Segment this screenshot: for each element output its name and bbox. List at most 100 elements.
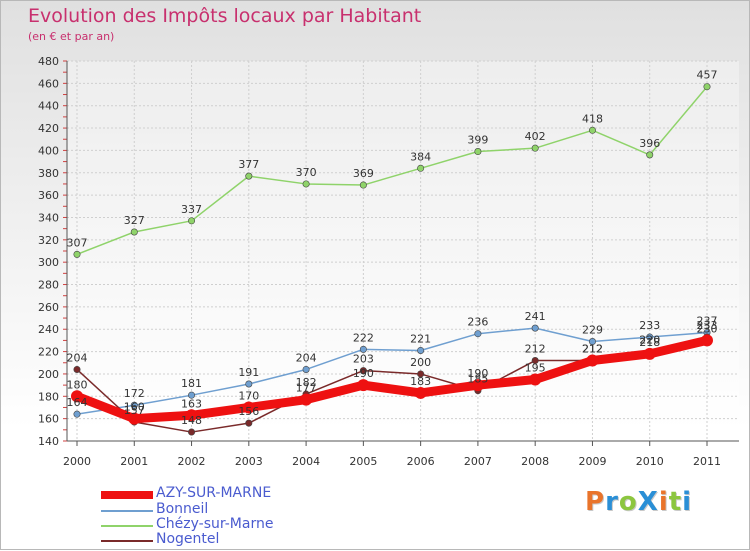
axes: 140 160 180 200 220 240 260 280 300 320 340 360 380 4… <box>38 55 739 468</box>
point-bonneil-2004 <box>302 365 310 373</box>
y-tick-label-240: 240 <box>38 323 59 336</box>
point-bonneil-2009 <box>588 338 596 346</box>
data-label-azy-sur-marne-2003: 170 <box>238 389 259 402</box>
y-tick-label-320: 320 <box>38 234 59 247</box>
data-label-azy-sur-marne-2006: 183 <box>410 375 431 388</box>
data-label-chezy-sur-marne-2009: 418 <box>582 112 603 125</box>
y-tick-label-380: 380 <box>38 167 59 180</box>
y-tick-label-180: 180 <box>38 390 59 403</box>
y-tick-label-140: 140 <box>38 435 59 448</box>
proxiti-logo: ProXiti <box>585 487 692 517</box>
point-chezy-sur-marne-2007 <box>474 148 482 156</box>
data-label-chezy-sur-marne-2002: 337 <box>181 203 202 216</box>
point-chezy-sur-marne-2001 <box>130 228 138 236</box>
point-azy-sur-marne-2001 <box>128 412 141 425</box>
y-tick-label-300: 300 <box>38 256 59 269</box>
x-tick-label-2003: 2003 <box>235 455 263 468</box>
point-azy-sur-marne-2007 <box>471 379 484 392</box>
point-bonneil-2001 <box>130 401 138 409</box>
point-nogentel-2003 <box>245 419 253 427</box>
data-label-chezy-sur-marne-2001: 327 <box>124 214 145 227</box>
data-label-chezy-sur-marne-2008: 402 <box>525 130 546 143</box>
legend-item-azy-sur-marne: AZY-SUR-MARNE <box>101 485 401 503</box>
data-label-bonneil-2002: 181 <box>181 377 202 390</box>
data-label-bonneil-2004: 204 <box>296 351 317 364</box>
x-tick-label-2004: 2004 <box>292 455 320 468</box>
point-bonneil-2006 <box>417 346 425 354</box>
point-bonneil-2005 <box>359 345 367 353</box>
data-label-chezy-sur-marne-2007: 399 <box>467 134 488 147</box>
data-label-azy-sur-marne-2004: 177 <box>296 382 317 395</box>
data-label-nogentel-2000: 204 <box>67 351 88 364</box>
data-label-chezy-sur-marne-2000: 307 <box>67 236 88 249</box>
series-line-azy-sur-marne <box>72 335 712 424</box>
y-tick-label-280: 280 <box>38 279 59 292</box>
logo-letter: r <box>605 487 619 517</box>
x-tick-label-2009: 2009 <box>578 455 606 468</box>
legend-swatch-chezy-sur-marne <box>101 525 153 527</box>
point-chezy-sur-marne-2002 <box>188 217 196 225</box>
point-nogentel-2006 <box>417 370 425 378</box>
chart-title: Evolution des Impôts locaux par Habitant <box>28 5 422 27</box>
data-label-nogentel-2003: 156 <box>238 405 259 418</box>
data-label-azy-sur-marne-2005: 190 <box>353 367 374 380</box>
point-azy-sur-marne-2008 <box>529 373 542 386</box>
logo-letter: P <box>585 487 606 517</box>
data-label-azy-sur-marne-2001: 160 <box>124 401 145 414</box>
point-azy-sur-marne-2005 <box>357 379 370 392</box>
data-label-bonneil-2011: 237 <box>697 315 718 328</box>
data-label-azy-sur-marne-2002: 163 <box>181 397 202 410</box>
x-tick-label-2011: 2011 <box>693 455 721 468</box>
legend-swatch-azy-sur-marne <box>101 491 153 499</box>
x-tick-label-2001: 2001 <box>120 455 148 468</box>
point-nogentel-2008 <box>531 357 539 365</box>
point-azy-sur-marne-2009 <box>586 354 599 367</box>
point-azy-sur-marne-2006 <box>414 386 427 399</box>
point-chezy-sur-marne-2011 <box>703 83 711 91</box>
data-label-nogentel-2009: 212 <box>582 343 603 356</box>
point-chezy-sur-marne-2004 <box>302 180 310 188</box>
data-label-azy-sur-marne-2000: 180 <box>67 378 88 391</box>
y-tick-label-400: 400 <box>38 144 59 157</box>
series-line-bonneil <box>76 327 708 415</box>
y-tick-label-220: 220 <box>38 346 59 359</box>
x-tick-label-2002: 2002 <box>178 455 206 468</box>
legend-label-nogentel: Nogentel <box>156 531 220 547</box>
data-label-bonneil-2007: 236 <box>467 316 488 329</box>
logo-letter: X <box>637 487 659 517</box>
legend-swatch-nogentel <box>101 540 153 542</box>
data-label-azy-sur-marne-2011: 230 <box>697 322 718 335</box>
point-bonneil-2010 <box>646 333 654 341</box>
data-label-bonneil-2009: 229 <box>582 324 603 337</box>
data-label-azy-sur-marne-2007: 190 <box>467 367 488 380</box>
legend-label-azy-sur-marne: AZY-SUR-MARNE <box>156 485 272 501</box>
point-azy-sur-marne-2000 <box>71 390 83 403</box>
data-label-azy-sur-marne-2010: 218 <box>639 336 660 349</box>
x-tick-label-2010: 2010 <box>636 455 664 468</box>
data-label-bonneil-2010: 233 <box>639 319 660 332</box>
point-azy-sur-marne-2010 <box>643 347 656 360</box>
x-tick-label-2000: 2000 <box>63 455 91 468</box>
series-line-chezy-sur-marne <box>76 85 708 256</box>
data-label-bonneil-2005: 222 <box>353 331 374 344</box>
x-tick-label-2007: 2007 <box>464 455 492 468</box>
y-tick-label-260: 260 <box>38 301 59 314</box>
point-azy-sur-marne-2002 <box>185 409 198 422</box>
data-label-chezy-sur-marne-2005: 369 <box>353 167 374 180</box>
data-label-azy-sur-marne-2009: 212 <box>582 343 603 356</box>
x-tick-label-2008: 2008 <box>521 455 549 468</box>
point-chezy-sur-marne-2003 <box>245 172 253 180</box>
data-label-nogentel-2010: 220 <box>639 334 660 347</box>
logo-letter: t <box>668 487 683 517</box>
y-tick-label-160: 160 <box>38 413 59 426</box>
chart-subtitle: (en € et par an) <box>28 30 115 43</box>
legend-item-bonneil: Bonneil <box>101 501 401 519</box>
data-label-nogentel-2005: 203 <box>353 353 374 366</box>
data-label-bonneil-2003: 191 <box>238 366 259 379</box>
point-azy-sur-marne-2004 <box>300 393 313 406</box>
data-label-nogentel-2004: 182 <box>296 376 317 389</box>
x-tick-label-2005: 2005 <box>349 455 377 468</box>
point-chezy-sur-marne-2009 <box>588 126 596 134</box>
